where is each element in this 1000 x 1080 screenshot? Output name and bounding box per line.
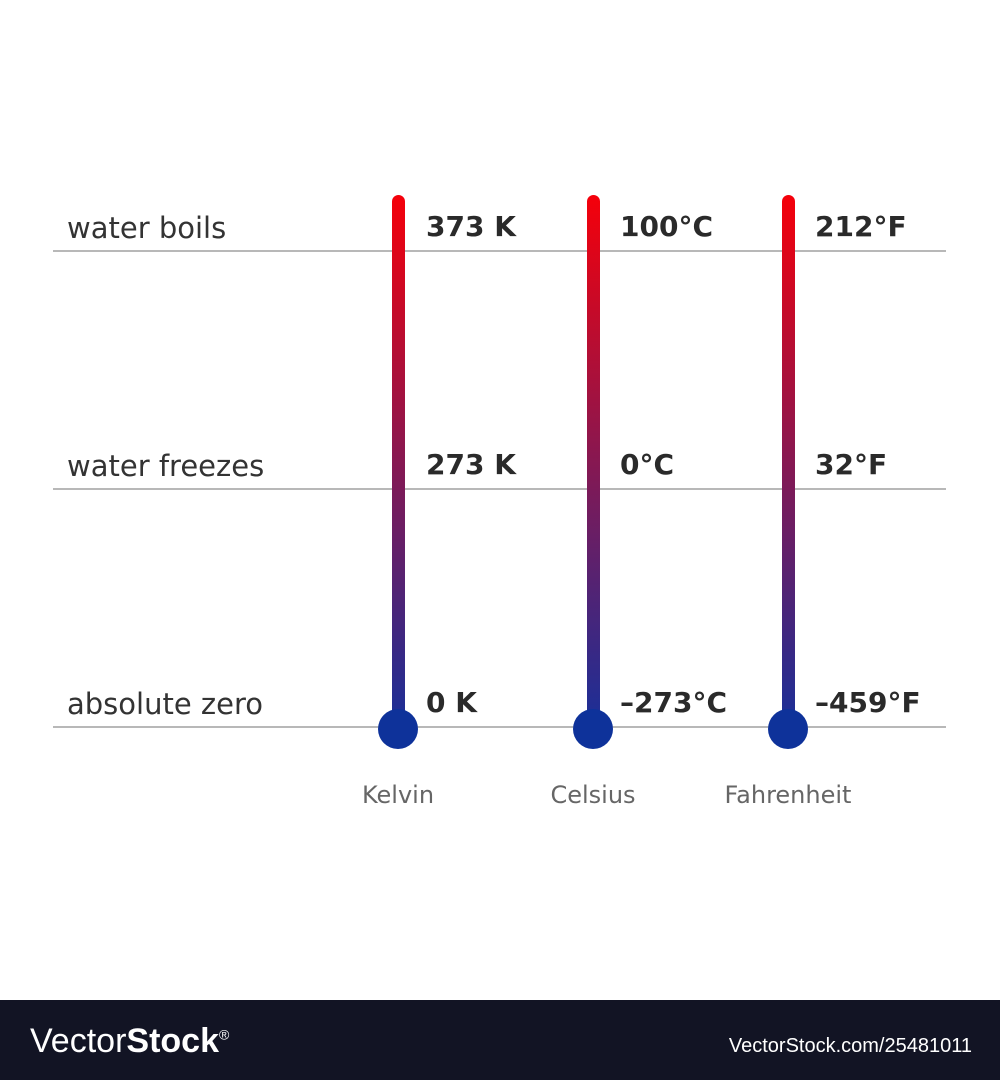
fahrenheit-thermometer-bulb: [768, 709, 808, 749]
row-label-zero: absolute zero: [67, 687, 263, 721]
kelvin-thermometer-bulb: [378, 709, 418, 749]
row-label-boils: water boils: [67, 211, 227, 245]
image-url: VectorStock.com/25481011: [728, 1035, 972, 1057]
kelvin-boils-value: 373 K: [426, 210, 516, 243]
registered-mark: ®: [218, 1026, 230, 1043]
kelvin-thermometer-stem: [392, 195, 405, 725]
celsius-zero-value: –273°C: [620, 686, 727, 719]
kelvin-zero-value: 0 K: [426, 686, 477, 719]
logo-text-bold: Stock: [126, 1022, 219, 1060]
logo-text-light: Vector: [30, 1022, 127, 1060]
kelvin-freezes-value: 273 K: [426, 448, 516, 481]
celsius-boils-value: 100°C: [620, 210, 713, 243]
celsius-thermometer-bulb: [573, 709, 613, 749]
celsius-label: Celsius: [550, 781, 636, 809]
boils-line: [53, 250, 946, 252]
kelvin-label: Kelvin: [361, 781, 435, 809]
fahrenheit-zero-value: –459°F: [815, 686, 921, 719]
fahrenheit-freezes-value: 32°F: [815, 448, 888, 481]
fahrenheit-thermometer-stem: [782, 195, 795, 725]
celsius-freezes-value: 0°C: [620, 448, 675, 481]
footer-bar: VectorStock® VectorStock.com/25481011: [0, 1000, 1000, 1080]
vectorstock-logo: VectorStock®: [30, 1022, 229, 1061]
row-label-freezes: water freezes: [67, 449, 265, 483]
zero-line: [53, 726, 946, 728]
celsius-thermometer-stem: [587, 195, 600, 725]
fahrenheit-label: Fahrenheit: [724, 781, 852, 809]
freezes-line: [53, 488, 946, 490]
fahrenheit-boils-value: 212°F: [815, 210, 907, 243]
